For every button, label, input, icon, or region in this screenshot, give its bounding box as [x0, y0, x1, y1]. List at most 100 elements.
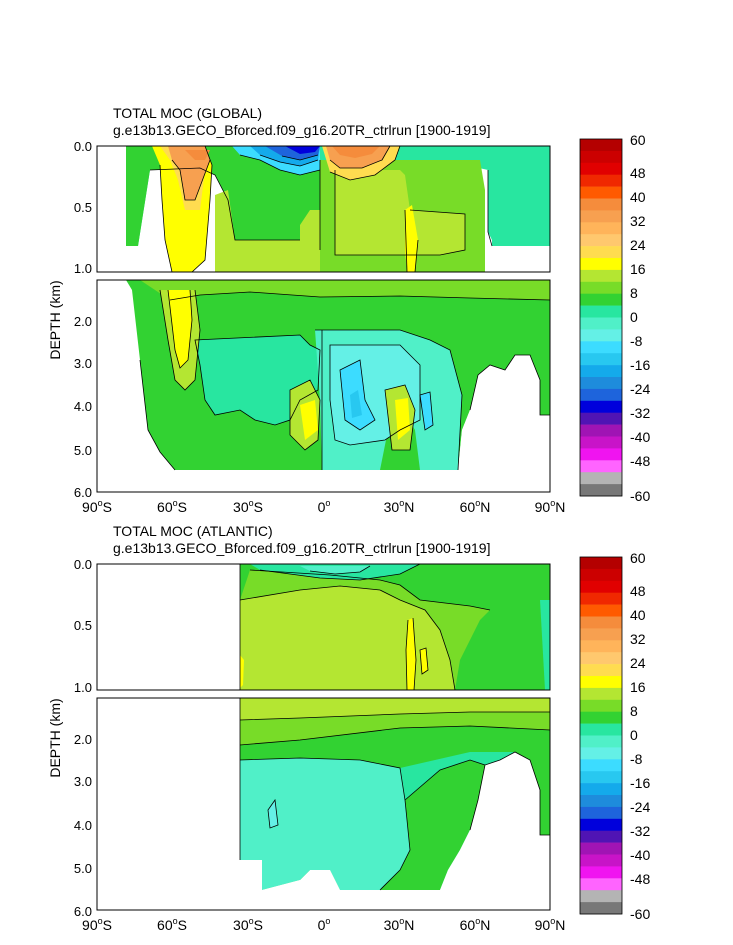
colorbar-swatch — [580, 854, 622, 867]
colorbar-label: 0 — [630, 309, 638, 325]
panel-global: TOTAL MOC (GLOBAL) g.e13b13.GECO_Bforced… — [47, 105, 650, 515]
contour-field-lower — [97, 280, 550, 492]
colorbar-label: 16 — [630, 261, 646, 277]
x-tick-label: 90oN — [535, 916, 566, 933]
colorbar-label: -8 — [630, 333, 643, 349]
x-tick-label: 0o — [318, 916, 331, 933]
colorbar-swatch — [580, 604, 622, 617]
y-tick-label: 0.5 — [74, 618, 92, 633]
colorbar-label: -24 — [630, 381, 650, 397]
colorbar-atlantic: 60 48 40 32 24 16 8 0 -8 -16 -24 -32 -40… — [579, 550, 650, 922]
colorbar-label: 48 — [630, 583, 646, 599]
colorbar-swatch — [580, 711, 622, 724]
colorbar-swatch — [580, 628, 622, 641]
colorbar-swatch — [580, 305, 622, 318]
colorbar-label: -48 — [630, 871, 650, 887]
colorbar-swatch — [580, 652, 622, 665]
colorbar-swatch — [580, 293, 622, 306]
colorbar-swatch — [580, 795, 622, 808]
x-tick-label: 60oS — [157, 498, 187, 515]
colorbar-label: -40 — [630, 847, 650, 863]
colorbar-swatch — [580, 317, 622, 330]
plot-frame-lower — [96, 697, 551, 911]
y-tick-label: 2.0 — [74, 732, 92, 747]
y-tick-label: 6.0 — [74, 485, 92, 500]
x-axis: 90oS 60oS 30oS 0o 30oN 60oN 90oN — [82, 916, 565, 933]
colorbar-swatch — [580, 723, 622, 736]
colorbar-swatch — [580, 735, 622, 748]
colorbar-label: 24 — [630, 655, 646, 671]
colorbar-swatch — [580, 699, 622, 712]
colorbar-swatch — [580, 436, 622, 449]
y-tick-label: 1.0 — [74, 680, 92, 695]
y-tick-label: 0.0 — [74, 139, 92, 154]
colorbar-swatch — [580, 806, 622, 820]
colorbar-swatch — [580, 139, 622, 152]
colorbar-swatch — [580, 783, 622, 796]
colorbar-label: 32 — [630, 213, 646, 229]
x-axis: 90oS 60oS 30oS 0o 30oN 60oN 90oN — [82, 498, 565, 515]
y-axis: 0.0 0.5 1.0 2.0 3.0 4.0 5.0 6.0 DEPTH (k… — [47, 557, 92, 919]
y-axis-label: DEPTH (km) — [47, 280, 63, 359]
panel-title: TOTAL MOC (GLOBAL) — [113, 105, 262, 121]
colorbar-swatch — [580, 377, 622, 390]
colorbar-frame — [579, 556, 623, 915]
y-tick-label: 5.0 — [74, 443, 92, 458]
y-tick-label: 0.0 — [74, 557, 92, 572]
y-axis: 0.0 0.5 1.0 2.0 3.0 4.0 5.0 6.0 DEPTH (k… — [47, 139, 92, 500]
colorbar-swatch — [580, 890, 622, 903]
colorbar-label: 16 — [630, 679, 646, 695]
colorbar-swatch — [580, 687, 622, 701]
colorbar-label: 60 — [630, 550, 646, 566]
contour-field-upper — [97, 146, 550, 272]
colorbar-label: -16 — [630, 357, 650, 373]
contour-field-upper — [97, 564, 550, 690]
colorbar-swatch — [580, 198, 622, 211]
colorbar-swatch — [580, 162, 622, 175]
colorbar-swatch — [580, 448, 622, 461]
y-tick-label: 3.0 — [74, 774, 92, 789]
colorbar-label: 40 — [630, 189, 646, 205]
colorbar-label: 40 — [630, 607, 646, 623]
colorbar-swatch — [580, 759, 622, 772]
x-tick-label: 30oS — [233, 916, 263, 933]
panel-subtitle: g.e13b13.GECO_Bforced.f09_g16.20TR_ctrlr… — [113, 122, 490, 138]
colorbar-swatch — [580, 329, 622, 342]
colorbar-swatch — [580, 484, 622, 497]
x-tick-label: 30oN — [384, 498, 415, 515]
colorbar-swatch — [580, 210, 622, 223]
colorbar-swatch — [580, 269, 622, 283]
colorbar-swatch — [580, 174, 622, 187]
colorbar-swatch — [580, 353, 622, 366]
x-tick-label: 90oS — [82, 916, 112, 933]
x-tick-label: 60oN — [460, 498, 491, 515]
colorbar-swatch — [580, 557, 622, 570]
colorbar-swatch — [580, 580, 622, 593]
colorbar-label: -60 — [630, 906, 650, 922]
plot-frame-lower — [96, 279, 551, 493]
colorbar-swatch — [580, 771, 622, 784]
contour-field-lower — [97, 698, 550, 910]
colorbar-swatch — [580, 676, 622, 689]
colorbar-swatch — [580, 186, 622, 199]
colorbar-swatch — [580, 258, 622, 271]
colorbar-swatch — [580, 592, 622, 605]
colorbar-swatch — [580, 830, 622, 843]
y-tick-label: 0.5 — [74, 200, 92, 215]
colorbar-label: -48 — [630, 453, 650, 469]
colorbar-label: 32 — [630, 631, 646, 647]
colorbar-swatch — [580, 412, 622, 425]
colorbar-label: 8 — [630, 703, 638, 719]
colorbar-label: -60 — [630, 488, 650, 504]
colorbar-frame — [579, 138, 623, 497]
colorbar-label: 8 — [630, 285, 638, 301]
y-axis-label: DEPTH (km) — [47, 698, 63, 777]
colorbar-swatch — [580, 842, 622, 855]
y-tick-label: 4.0 — [74, 818, 92, 833]
panel-subtitle: g.e13b13.GECO_Bforced.f09_g16.20TR_ctrlr… — [113, 540, 490, 556]
colorbar-label: -8 — [630, 751, 643, 767]
colorbar-swatch — [580, 388, 622, 402]
colorbar-swatch — [580, 866, 622, 879]
colorbar-swatch — [580, 472, 622, 485]
colorbar-label: -32 — [630, 823, 650, 839]
